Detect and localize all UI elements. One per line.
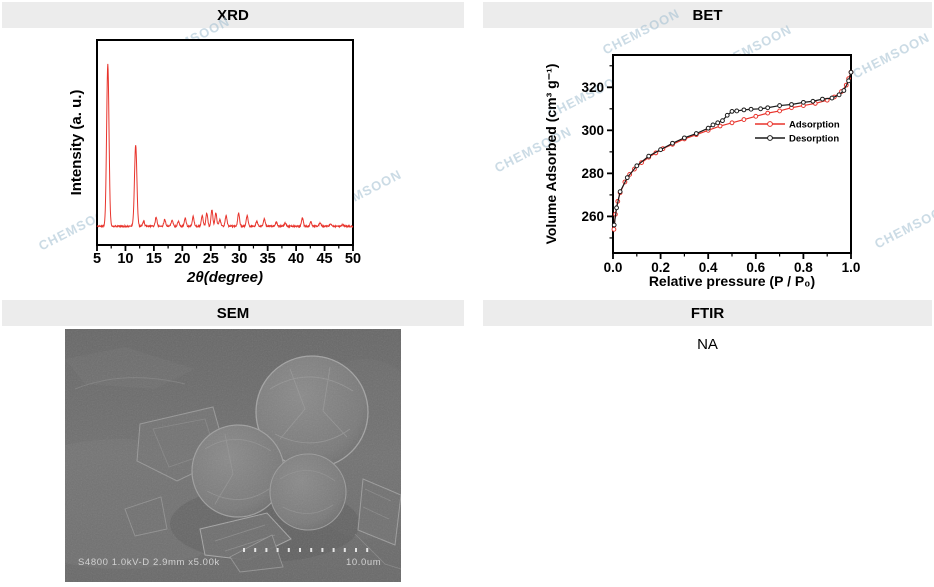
svg-text:10: 10 bbox=[117, 251, 133, 267]
svg-text:280: 280 bbox=[581, 166, 604, 181]
sem-image: S4800 1.0kV-D 2.9mm x5.00k 10.0um bbox=[65, 329, 401, 582]
bet-legend-adsorption: Adsorption bbox=[789, 120, 840, 131]
sem-panel-header: SEM bbox=[2, 300, 464, 326]
ftir-na-text: NA bbox=[697, 336, 718, 353]
bet-panel-title: BET bbox=[692, 6, 723, 24]
svg-text:25: 25 bbox=[203, 251, 219, 267]
svg-text:320: 320 bbox=[581, 80, 604, 95]
svg-text:0.4: 0.4 bbox=[699, 260, 718, 275]
svg-text:0.0: 0.0 bbox=[604, 260, 623, 275]
bet-yaxis-label: Volume Adsorbed (cm³ g⁻¹) bbox=[543, 64, 559, 245]
xrd-trace bbox=[96, 63, 354, 229]
bet-chart: 260 280 300 320 0.0 0.2 0.4 0.6 0.8 1.0 Adsorption… bbox=[543, 54, 861, 289]
svg-text:1.0: 1.0 bbox=[842, 260, 861, 275]
svg-text:40: 40 bbox=[288, 251, 304, 267]
bet-xaxis-label: Relative pressure (P / P₀) bbox=[649, 273, 815, 289]
sem-scale-label: 10.0um bbox=[346, 557, 381, 568]
svg-text:0.2: 0.2 bbox=[651, 260, 670, 275]
ftir-panel-title: FTIR bbox=[690, 304, 725, 322]
ftir-panel-header: FTIR bbox=[483, 300, 932, 326]
xrd-panel-title: XRD bbox=[217, 6, 249, 24]
sem-panel-title: SEM bbox=[216, 304, 250, 322]
svg-text:0.6: 0.6 bbox=[746, 260, 765, 275]
svg-text:35: 35 bbox=[260, 251, 276, 267]
sem-caption: S4800 1.0kV-D 2.9mm x5.00k bbox=[78, 557, 220, 568]
xrd-panel-header: XRD bbox=[2, 2, 464, 28]
xrd-xaxis-label: 2θ(degree) bbox=[186, 269, 263, 286]
svg-text:30: 30 bbox=[231, 251, 247, 267]
xrd-yaxis-label: Intensity (a. u.) bbox=[68, 90, 85, 196]
xrd-chart: 5 10 15 20 25 30 35 40 45 50 2θ(degree) Intensity (… bbox=[68, 39, 361, 286]
svg-text:50: 50 bbox=[345, 251, 361, 267]
svg-text:5: 5 bbox=[93, 251, 101, 267]
bet-legend-desorption: Desorption bbox=[789, 134, 839, 145]
bet-panel-header: BET bbox=[483, 2, 932, 28]
svg-text:260: 260 bbox=[581, 209, 604, 224]
svg-text:45: 45 bbox=[316, 251, 332, 267]
sem-micrograph: S4800 1.0kV-D 2.9mm x5.00k 10.0um bbox=[65, 329, 401, 582]
svg-text:20: 20 bbox=[174, 251, 190, 267]
svg-text:300: 300 bbox=[581, 123, 604, 138]
svg-text:0.8: 0.8 bbox=[794, 260, 813, 275]
svg-text:15: 15 bbox=[146, 251, 162, 267]
